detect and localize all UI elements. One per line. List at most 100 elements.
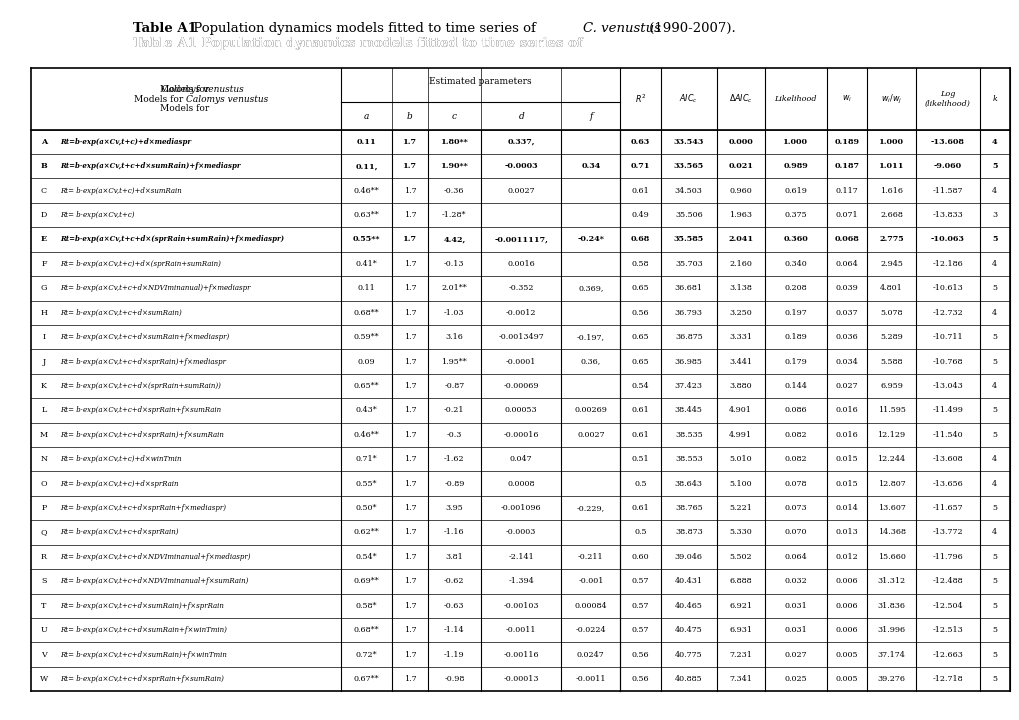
Text: 0.36,: 0.36, (580, 358, 600, 366)
Text: Table A1 Population dynamics models fitted to time series of: Table A1 Population dynamics models fitt… (132, 37, 586, 50)
Text: 3.250: 3.250 (729, 309, 751, 317)
Text: 5: 5 (991, 431, 997, 438)
Text: Rt= b·exp(a×Cv,t+c)+d×sprRain: Rt= b·exp(a×Cv,t+c)+d×sprRain (60, 480, 178, 487)
Text: Rt= b·exp(a×Cv,t+c+d×NDVIminanual)+f×mediaspr: Rt= b·exp(a×Cv,t+c+d×NDVIminanual)+f×med… (60, 284, 251, 292)
Text: R: R (41, 553, 47, 561)
Text: 0.082: 0.082 (784, 455, 806, 463)
Text: 1.7: 1.7 (403, 235, 417, 243)
Text: Rt= b·exp(a×Cv,t+c+d×sumRain): Rt= b·exp(a×Cv,t+c+d×sumRain) (60, 309, 182, 317)
Text: 0.41*: 0.41* (356, 260, 377, 268)
Text: 5: 5 (991, 602, 997, 610)
Text: 0.015: 0.015 (835, 480, 858, 487)
Text: 5.078: 5.078 (879, 309, 902, 317)
Text: -13.833: -13.833 (931, 211, 962, 219)
Text: 0.00269: 0.00269 (574, 406, 606, 415)
Text: 0.012: 0.012 (835, 553, 858, 561)
Text: -12.732: -12.732 (931, 309, 962, 317)
Text: Rt= b·exp(a×Cv,t+c+d×sprRain+f×sumRain): Rt= b·exp(a×Cv,t+c+d×sprRain+f×sumRain) (60, 675, 224, 683)
Text: -0.3: -0.3 (446, 431, 462, 438)
Text: 0.208: 0.208 (784, 284, 806, 292)
Text: 0.5: 0.5 (634, 528, 646, 536)
Text: 0.67**: 0.67** (354, 675, 379, 683)
Text: 0.034: 0.034 (835, 358, 858, 366)
Text: 0.006: 0.006 (835, 577, 858, 585)
Text: 6.921: 6.921 (729, 602, 751, 610)
Text: -1.28*: -1.28* (441, 211, 466, 219)
Text: 3.138: 3.138 (729, 284, 751, 292)
Text: Q: Q (41, 528, 47, 536)
Text: b: b (407, 112, 413, 121)
Text: 0.72*: 0.72* (356, 651, 377, 659)
Text: 5: 5 (991, 284, 997, 292)
Text: 33.543: 33.543 (673, 138, 703, 146)
Text: Rt=b·exp(a×Cv,t+c+d×sumRain)+f×mediaspr: Rt=b·exp(a×Cv,t+c+d×sumRain)+f×mediaspr (60, 162, 240, 170)
Text: 0.340: 0.340 (784, 260, 806, 268)
Text: -0.24*: -0.24* (577, 235, 603, 243)
Text: -12.186: -12.186 (931, 260, 962, 268)
Text: 0.070: 0.070 (784, 528, 806, 536)
Text: 5.588: 5.588 (879, 358, 902, 366)
Text: 36.875: 36.875 (675, 333, 702, 341)
Text: -0.197,: -0.197, (577, 333, 604, 341)
Text: 1.7: 1.7 (404, 431, 416, 438)
Text: M: M (40, 431, 48, 438)
Text: 4.42,: 4.42, (443, 235, 465, 243)
Text: W: W (40, 675, 48, 683)
Text: 4: 4 (991, 455, 997, 463)
Text: Table A1 Population dynamics models fitted to time series of: Table A1 Population dynamics models fitt… (132, 37, 586, 50)
Text: Rt= b·exp(a×Cv,t+c+d×NDVIminanual+f×mediaspr): Rt= b·exp(a×Cv,t+c+d×NDVIminanual+f×medi… (60, 553, 251, 561)
Text: -0.352: -0.352 (508, 284, 534, 292)
Text: -1.16: -1.16 (443, 528, 465, 536)
Text: 13.607: 13.607 (876, 504, 905, 512)
Text: 0.57: 0.57 (631, 626, 649, 634)
Text: -0.001: -0.001 (578, 577, 603, 585)
Text: Rt= b·exp(a×Cv,t+c+d×sprRain): Rt= b·exp(a×Cv,t+c+d×sprRain) (60, 528, 178, 536)
Text: 0.63: 0.63 (631, 138, 649, 146)
Text: Rt= b·exp(a×Cv,t+c+d×(sprRain+sumRain)): Rt= b·exp(a×Cv,t+c+d×(sprRain+sumRain)) (60, 382, 221, 390)
Text: 36.793: 36.793 (675, 309, 702, 317)
Text: a: a (364, 112, 369, 121)
Text: 5.289: 5.289 (879, 333, 902, 341)
Text: D: D (41, 211, 47, 219)
Text: 3.81: 3.81 (445, 553, 463, 561)
Text: 0.082: 0.082 (784, 431, 806, 438)
Text: 35.703: 35.703 (675, 260, 702, 268)
Text: 0.54: 0.54 (631, 382, 649, 390)
Text: Rt=b·exp(a×Cv,t+c+d×(sprRain+sumRain)+f×mediaspr): Rt=b·exp(a×Cv,t+c+d×(sprRain+sumRain)+f×… (60, 235, 284, 243)
Text: 3.331: 3.331 (729, 333, 751, 341)
Text: 0.047: 0.047 (510, 455, 532, 463)
Text: 0.55*: 0.55* (356, 480, 377, 487)
Text: 0.00084: 0.00084 (574, 602, 606, 610)
Text: Likelihood: Likelihood (773, 95, 816, 103)
Text: 1.7: 1.7 (404, 626, 416, 634)
Text: J: J (43, 358, 46, 366)
Text: Rt= b·exp(a×Cv,t+c+d×sumRain)+f×winTmin: Rt= b·exp(a×Cv,t+c+d×sumRain)+f×winTmin (60, 651, 227, 659)
Text: P: P (42, 504, 47, 512)
Text: -1.14: -1.14 (443, 626, 465, 634)
Text: 38.553: 38.553 (675, 455, 702, 463)
Text: Models for: Models for (133, 94, 185, 104)
Text: 3: 3 (991, 211, 997, 219)
Text: 2.945: 2.945 (879, 260, 902, 268)
Text: -12.513: -12.513 (931, 626, 962, 634)
Text: 2.668: 2.668 (879, 211, 902, 219)
Text: -1.19: -1.19 (443, 651, 465, 659)
Text: 1.7: 1.7 (404, 333, 416, 341)
Text: C. venustus: C. venustus (583, 22, 660, 35)
Text: -0.00013: -0.00013 (503, 675, 538, 683)
Text: 0.375: 0.375 (784, 211, 806, 219)
Text: -0.62: -0.62 (443, 577, 465, 585)
Text: 2.160: 2.160 (729, 260, 751, 268)
Text: 39.276: 39.276 (876, 675, 905, 683)
Text: 38.535: 38.535 (675, 431, 702, 438)
Text: 1.7: 1.7 (403, 162, 417, 170)
Text: 0.71: 0.71 (630, 162, 650, 170)
Text: 0.006: 0.006 (835, 602, 858, 610)
Text: 0.989: 0.989 (783, 162, 807, 170)
Text: 0.58*: 0.58* (356, 602, 377, 610)
Text: 0.015: 0.015 (835, 455, 858, 463)
Text: 1.7: 1.7 (403, 138, 417, 146)
Text: Rt= b·exp(a×Cv,t+c)+d×winTmin: Rt= b·exp(a×Cv,t+c)+d×winTmin (60, 455, 181, 463)
Text: 0.369,: 0.369, (578, 284, 603, 292)
Text: 0.039: 0.039 (835, 284, 858, 292)
